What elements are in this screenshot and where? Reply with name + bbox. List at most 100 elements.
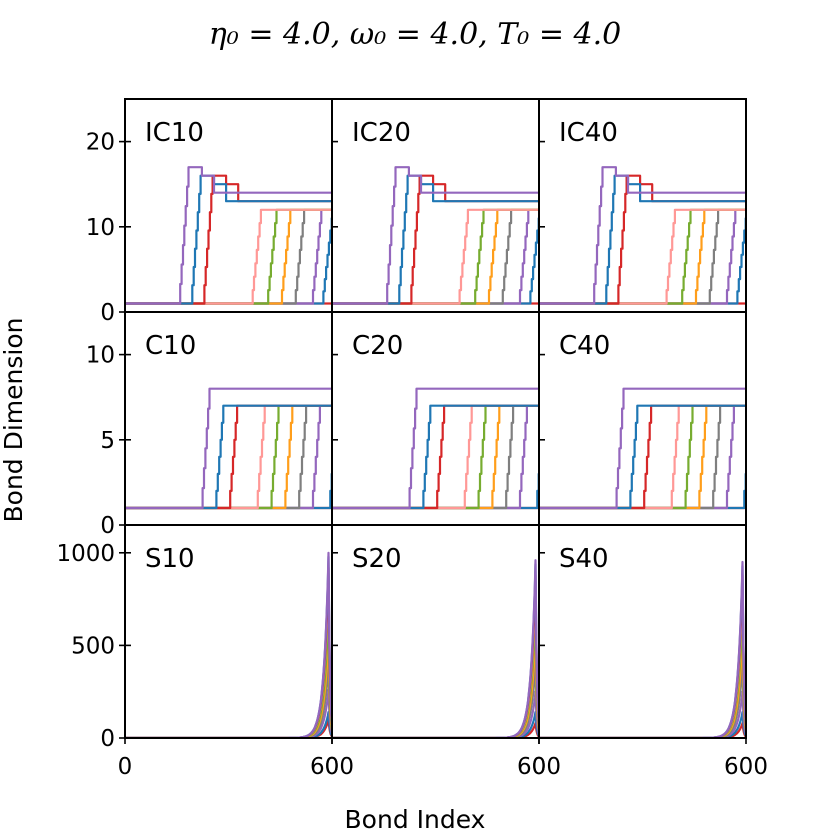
series-line (125, 208, 332, 305)
panel-c40: C40 (538, 311, 747, 526)
series-line (539, 635, 746, 738)
series-line (332, 607, 539, 738)
series-line (332, 690, 539, 738)
series-line (332, 208, 539, 305)
panel-c20: C20 (331, 311, 540, 526)
series-line (539, 404, 746, 510)
panel-label: IC10 (145, 118, 204, 148)
y-tick-label: 1000 (56, 541, 115, 567)
series-line (125, 551, 332, 738)
y-axis-label: Bond Dimension (0, 318, 28, 523)
series-line (125, 555, 332, 738)
figure-title: η₀ = 4.0, ω₀ = 4.0, T₀ = 4.0 (209, 17, 621, 52)
y-tick-label: 0 (100, 513, 115, 539)
series-line (332, 562, 539, 738)
series-line (125, 607, 332, 738)
series-line (332, 166, 539, 305)
series-line (125, 662, 332, 738)
panel-ic40: IC40 (538, 98, 747, 313)
series-line (125, 711, 332, 738)
x-tick-label: 600 (310, 754, 354, 780)
series-line (539, 208, 746, 305)
panel-c10: 0 5 10 C10 (86, 311, 333, 539)
series-line (332, 404, 539, 510)
series-line (539, 208, 746, 305)
x-tick-label: 0 (118, 754, 133, 780)
series-line (332, 404, 539, 510)
series-line (539, 404, 746, 510)
series-line (332, 635, 539, 738)
series-line (125, 166, 332, 305)
panel-label: C10 (145, 331, 196, 361)
series-line (332, 711, 539, 738)
panel-ic20: IC20 (331, 98, 540, 313)
y-tick-label: 10 (86, 343, 115, 369)
panel-label: IC40 (559, 118, 618, 148)
panel-label: S10 (145, 544, 195, 574)
series-line (332, 573, 539, 738)
series-line (539, 208, 746, 305)
panel-label: C20 (352, 331, 403, 361)
series-line (125, 404, 332, 510)
series-line (332, 585, 539, 738)
y-tick-label: 0 (100, 726, 115, 752)
series-line (332, 559, 539, 738)
series-line (332, 404, 539, 510)
series-line (125, 174, 332, 305)
series-line (539, 573, 746, 738)
series-line (332, 722, 539, 738)
series-line (539, 607, 746, 738)
panel-label: IC20 (352, 118, 411, 148)
y-tick-label: 20 (86, 130, 115, 156)
y-tick-label: 5 (100, 428, 115, 454)
series-line (539, 174, 746, 305)
series-line (539, 404, 746, 510)
series-line (539, 166, 746, 305)
series-line (332, 208, 539, 305)
series-line (125, 208, 332, 305)
series-line (539, 404, 746, 510)
series-line (539, 711, 746, 738)
series-line (539, 564, 746, 738)
series-line (539, 662, 746, 738)
series-line (539, 387, 746, 510)
series-line (539, 560, 746, 738)
series-line (332, 174, 539, 305)
series-line (125, 404, 332, 510)
series-line (332, 662, 539, 738)
series-line (125, 718, 332, 738)
series-line (332, 404, 539, 510)
series-line (125, 404, 332, 510)
series-line (539, 585, 746, 738)
y-tick-label: 0 (100, 300, 115, 326)
panel-label: S20 (352, 544, 402, 574)
panel-label: S40 (559, 544, 609, 574)
series-line (125, 208, 332, 305)
series-line (125, 404, 332, 510)
series-line (332, 404, 539, 510)
series-line (539, 404, 746, 510)
panel-frame (538, 524, 747, 739)
series-line (125, 575, 332, 738)
panel-s40: 0 600 S40 (532, 524, 768, 780)
series-line (125, 635, 332, 738)
panel-ic10: 0 10 20 IC10 (86, 98, 333, 326)
x-tick-label: 600 (517, 754, 561, 780)
x-tick-label: 0 (325, 754, 340, 780)
x-tick-label: 600 (724, 754, 768, 780)
series-line (125, 404, 332, 510)
series-line (332, 404, 539, 510)
series-line (125, 688, 332, 738)
series-line (539, 404, 746, 510)
series-line (125, 387, 332, 510)
panel-s20: 0 600 S20 (325, 524, 561, 780)
y-tick-label: 10 (86, 215, 115, 241)
series-line (125, 566, 332, 738)
series-line (332, 387, 539, 510)
series-line (539, 722, 746, 738)
series-line (125, 404, 332, 510)
y-tick-label: 500 (71, 633, 115, 659)
